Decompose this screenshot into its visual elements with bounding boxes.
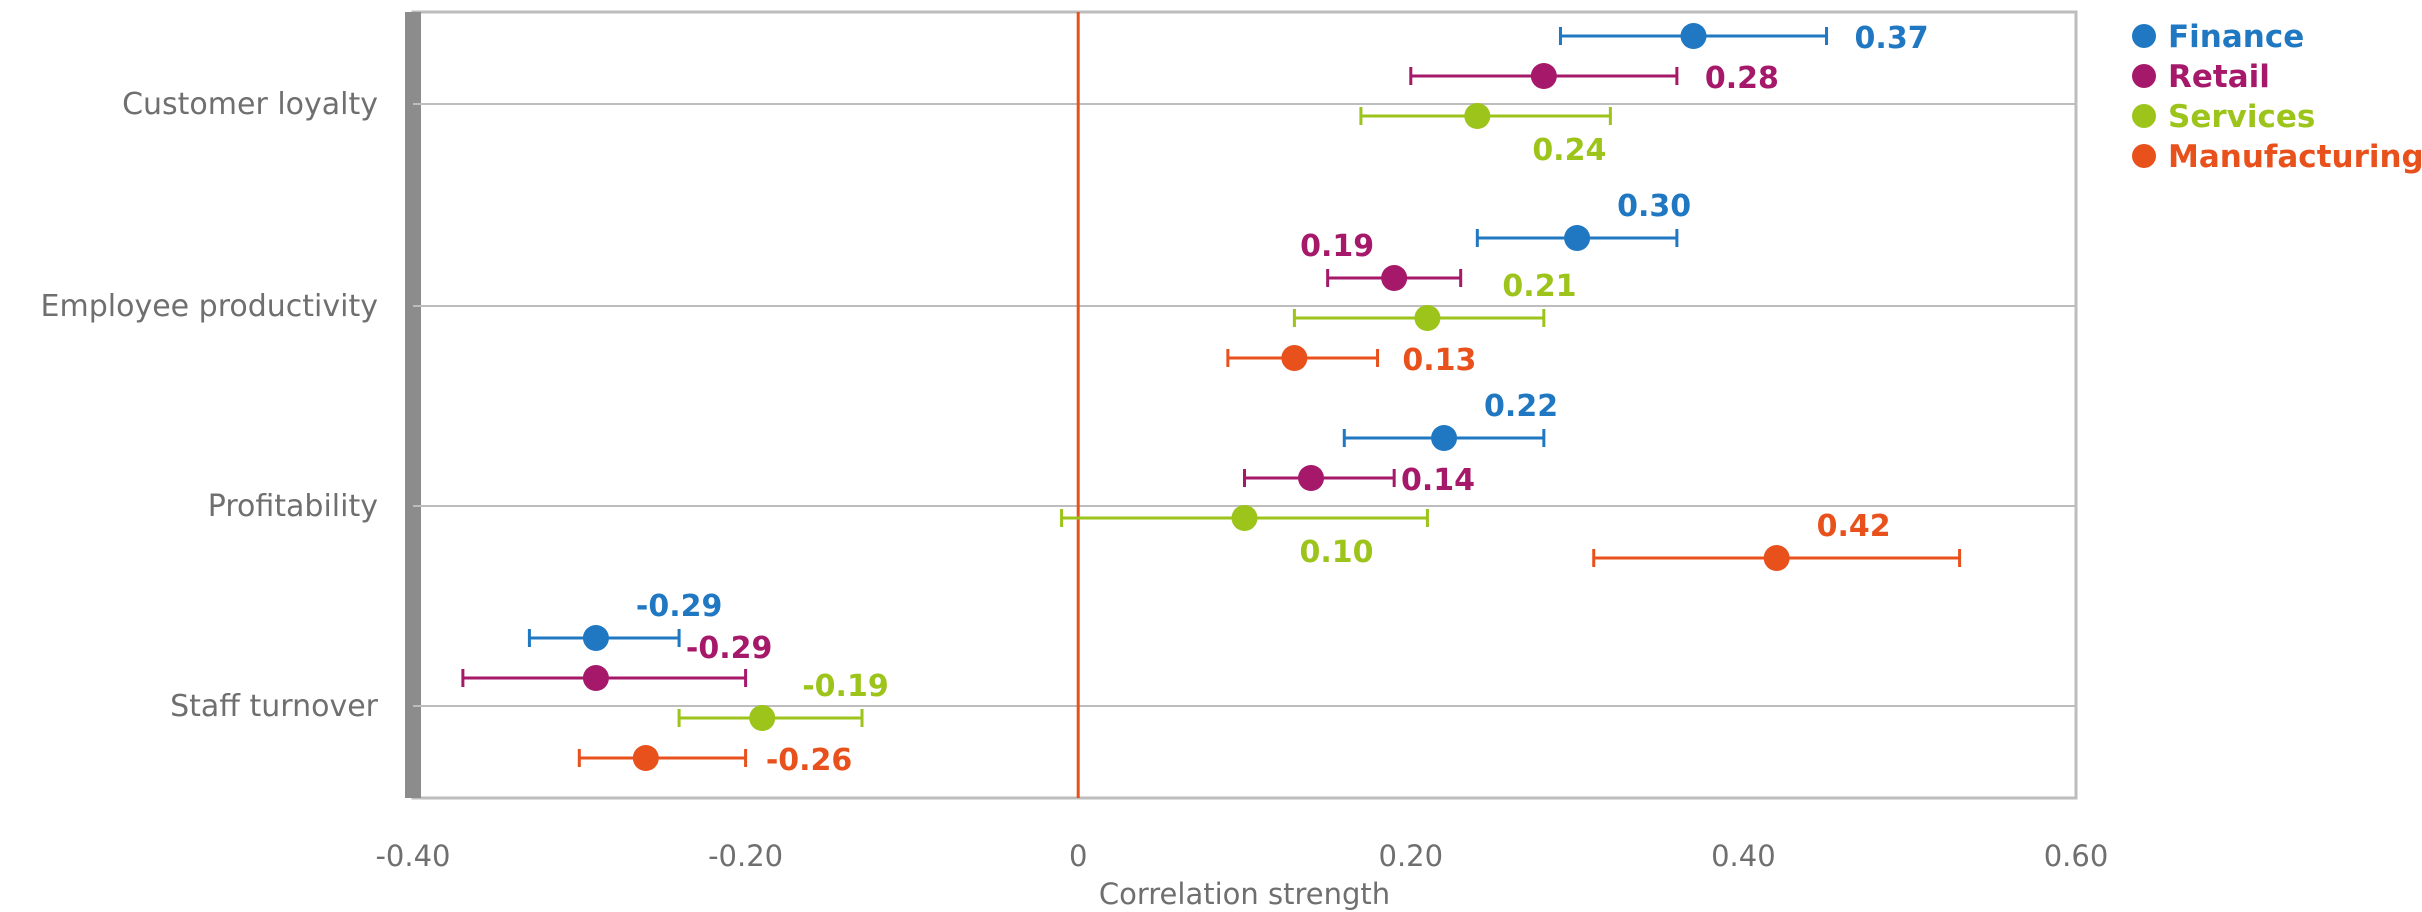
data-point bbox=[1431, 425, 1458, 451]
series-manufacturing: 0.13 0.42 -0.26 bbox=[577, 343, 1962, 778]
x-tick-label: -0.40 bbox=[375, 839, 450, 873]
data-point bbox=[632, 745, 659, 771]
value-label: 0.22 bbox=[1484, 389, 1558, 424]
legend-item-retail: Retail bbox=[2132, 59, 2270, 95]
legend-label: Manufacturing bbox=[2168, 139, 2422, 175]
legend-label: Services bbox=[2168, 99, 2315, 135]
data-point bbox=[1414, 305, 1441, 331]
value-label: 0.37 bbox=[1855, 21, 1929, 56]
data-point bbox=[1464, 103, 1491, 129]
x-tick-label: 0 bbox=[1069, 839, 1087, 873]
plot-frame bbox=[405, 10, 2078, 800]
x-tick-labels: -0.40 -0.20 0 0.20 0.40 0.60 bbox=[375, 839, 2108, 873]
plot-border bbox=[411, 10, 2078, 800]
legend-item-finance: Finance bbox=[2132, 19, 2304, 55]
value-label: -0.29 bbox=[636, 589, 722, 624]
value-label: 0.24 bbox=[1532, 133, 1606, 168]
category-label: Customer loyalty bbox=[122, 87, 378, 122]
data-point bbox=[582, 665, 609, 691]
data-point bbox=[1530, 63, 1557, 89]
data-point bbox=[582, 625, 609, 651]
legend-item-manufacturing: Manufacturing bbox=[2132, 139, 2422, 175]
series-layer: 0.370.300.22-0.290.280.190.14-0.290.240.… bbox=[461, 21, 1962, 778]
data-point bbox=[1281, 345, 1308, 371]
data-point bbox=[1564, 225, 1591, 251]
value-label: 0.10 bbox=[1300, 535, 1374, 570]
value-label: 0.30 bbox=[1617, 189, 1691, 224]
legend-label: Retail bbox=[2168, 59, 2270, 95]
value-label: 0.42 bbox=[1817, 509, 1891, 544]
legend-marker bbox=[2132, 64, 2156, 88]
value-label: 0.19 bbox=[1300, 229, 1374, 264]
value-label: 0.14 bbox=[1401, 463, 1475, 498]
data-point bbox=[1763, 545, 1790, 571]
x-tick-label: 0.40 bbox=[1711, 839, 1776, 873]
value-label: -0.19 bbox=[802, 669, 888, 704]
data-point bbox=[1298, 465, 1325, 491]
data-point bbox=[749, 705, 776, 731]
category-label: Profitability bbox=[208, 489, 378, 524]
x-tick-label: -0.20 bbox=[708, 839, 783, 873]
value-label: -0.26 bbox=[766, 743, 852, 778]
data-point bbox=[1231, 505, 1258, 531]
value-label: -0.29 bbox=[686, 631, 772, 666]
legend-label: Finance bbox=[2168, 19, 2304, 55]
series-services: 0.24 0.21 0.10 -0.19 bbox=[677, 103, 1612, 731]
x-tick-label: 0.20 bbox=[1379, 839, 1444, 873]
legend-marker bbox=[2132, 144, 2156, 168]
value-label: 0.28 bbox=[1705, 61, 1779, 96]
series-retail: 0.28 0.19 0.14 -0.29 bbox=[461, 61, 1779, 691]
data-point bbox=[1381, 265, 1408, 291]
value-label: 0.21 bbox=[1502, 269, 1576, 304]
legend-marker bbox=[2132, 104, 2156, 128]
x-tick-label: 0.60 bbox=[2044, 839, 2109, 873]
category-label: Employee productivity bbox=[41, 289, 378, 324]
legend: Finance Retail Services Manufacturing bbox=[2132, 19, 2422, 175]
category-labels: Customer loyalty Employee productivity Pro… bbox=[41, 87, 379, 724]
value-label: 0.13 bbox=[1402, 343, 1476, 378]
x-axis-title: Correlation strength bbox=[1099, 877, 1390, 911]
left-axis-band bbox=[405, 12, 421, 798]
series-finance: 0.37 0.30 0.22 -0.29 bbox=[527, 21, 1929, 651]
legend-item-services: Services bbox=[2132, 99, 2315, 135]
category-label: Staff turnover bbox=[170, 689, 379, 724]
data-point bbox=[1680, 23, 1707, 49]
legend-marker bbox=[2132, 24, 2156, 48]
